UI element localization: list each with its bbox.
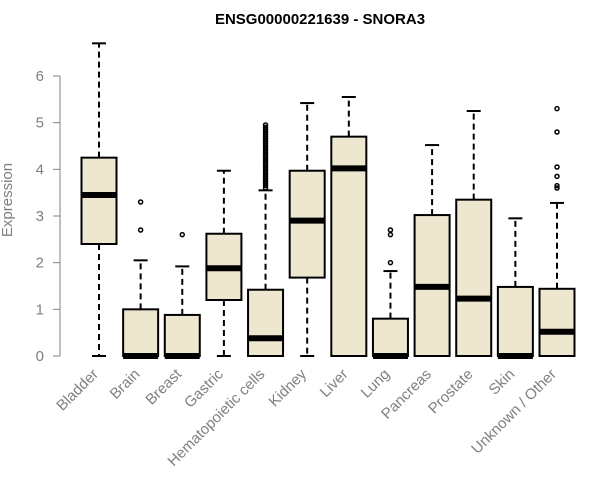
iqr-box	[247, 288, 285, 357]
x-tick-label-liver: Liver	[317, 366, 352, 401]
iqr-box	[288, 169, 326, 279]
y-tick-label: 4	[36, 161, 44, 178]
box-brain	[122, 199, 160, 359]
box-hematopoietic-cells	[247, 122, 285, 357]
outlier-point	[137, 227, 144, 233]
outlier-point	[387, 227, 394, 233]
outlier-point	[387, 259, 394, 266]
iqr-box	[80, 156, 118, 245]
iqr-box	[538, 287, 576, 358]
iqr-box	[122, 308, 160, 358]
outlier-point	[554, 105, 560, 112]
y-tick-label: 0	[36, 348, 44, 365]
iqr-box	[371, 317, 409, 358]
outlier-point	[387, 231, 394, 238]
y-tick-label: 2	[36, 255, 44, 272]
outlier-point	[262, 122, 269, 128]
y-tick-label: 6	[36, 68, 44, 85]
outlier-point	[554, 129, 560, 135]
outlier-point	[179, 231, 186, 238]
x-tick-label-brain: Brain	[107, 366, 144, 403]
outlier-point	[554, 164, 560, 170]
box-gastric	[205, 169, 243, 357]
x-tick-label-kidney: Kidney	[266, 365, 311, 410]
box-prostate	[455, 109, 493, 357]
outlier-point	[554, 185, 560, 191]
y-tick-label: 1	[36, 301, 44, 318]
x-tick-label-bladder: Bladder	[53, 366, 102, 415]
iqr-box	[496, 285, 534, 357]
x-tick-label-lung: Lung	[358, 366, 394, 402]
box-breast	[163, 231, 201, 359]
iqr-box	[455, 198, 493, 357]
box-liver	[330, 95, 368, 357]
y-tick-label: 5	[36, 115, 44, 132]
outlier-point	[262, 124, 269, 131]
box-kidney	[288, 102, 326, 357]
box-skin	[496, 217, 534, 359]
outlier-point	[554, 182, 560, 189]
box-pancreas	[413, 144, 451, 357]
outlier-point	[137, 199, 144, 205]
iqr-box	[330, 135, 368, 357]
box-unknown-other	[538, 105, 576, 358]
x-tick-label-skin: Skin	[486, 366, 519, 399]
box-bladder	[80, 42, 118, 357]
iqr-box	[163, 313, 201, 358]
box-lung	[371, 227, 409, 359]
y-tick-label: 3	[36, 208, 44, 225]
boxes	[80, 42, 576, 359]
chart-title: ENSG00000221639 - SNORA3	[215, 11, 425, 28]
outlier-point	[554, 173, 560, 180]
x-tick-label-prostate: Prostate	[425, 366, 477, 418]
y-axis-title: Expression	[0, 163, 16, 237]
y-axis-ticks: 0 1 2 3 4 5 6	[36, 68, 60, 365]
x-tick-label-breast: Breast	[142, 365, 185, 408]
